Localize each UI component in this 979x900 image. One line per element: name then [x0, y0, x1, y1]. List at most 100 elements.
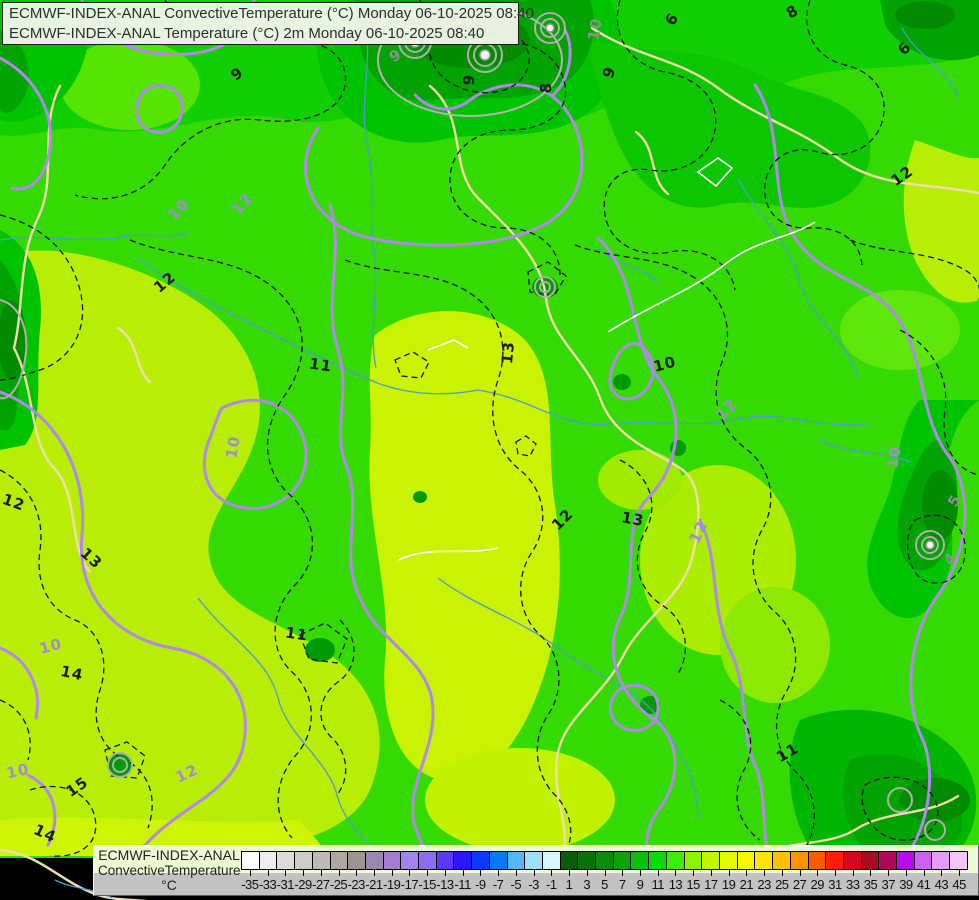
legend-color-cell: [826, 852, 844, 869]
scale-tick: [781, 870, 783, 876]
scale-tick: [409, 870, 411, 876]
scale-tick-label: 23: [757, 877, 771, 892]
scale-tick-label: -29: [294, 877, 312, 892]
legend-color-cell: [897, 852, 915, 869]
color-scale-cells: [241, 851, 968, 870]
scale-tick: [551, 870, 553, 876]
scale-tick: [728, 870, 730, 876]
legend-color-cell: [790, 852, 809, 869]
contour-label: 14: [59, 662, 85, 684]
legend-color-cell: [684, 852, 703, 869]
legend-color-cell: [861, 852, 880, 869]
title-line-2: ECMWF-INDEX-ANAL Temperature (°C) 2m Mon…: [9, 25, 485, 42]
scale-tick-label: 15: [686, 877, 700, 892]
scale-tick: [285, 870, 287, 876]
legend-color-cell: [472, 852, 490, 869]
scale-tick-label: 3: [583, 877, 591, 892]
contour-label: 10: [37, 635, 64, 658]
contour-label: 11: [284, 624, 309, 645]
scale-tick-label: 9: [636, 877, 644, 892]
contour-label: 13: [498, 340, 518, 364]
scale-tick: [604, 870, 606, 876]
contour-label: 10: [651, 353, 678, 376]
legend-color-cell: [383, 852, 402, 869]
legend-color-cell: [277, 852, 296, 869]
scale-tick: [303, 870, 305, 876]
legend-color-cell: [932, 852, 951, 869]
scale-tick-label: 35: [863, 877, 878, 892]
scale-tick-label: -3: [528, 877, 539, 892]
legend-color-cell: [365, 852, 384, 869]
scale-tick-label: -25: [329, 877, 348, 892]
scale-tick-label: 37: [881, 877, 895, 892]
scale-tick-label: 33: [846, 877, 860, 892]
scale-tick: [533, 870, 535, 876]
legend-color-cell: [773, 852, 791, 869]
scale-tick: [267, 870, 269, 876]
legend-color-cell: [666, 852, 685, 869]
scale-tick-label: -33: [258, 877, 277, 892]
contour-label: 10: [222, 434, 244, 460]
contour-label: 13: [620, 508, 646, 530]
scale-tick-label: 25: [775, 877, 789, 892]
scale-tick: [852, 870, 854, 876]
scale-tick: [799, 870, 801, 876]
legend-color-cell: [737, 852, 756, 869]
legend-color-cell: [295, 852, 313, 869]
legend-color-cell: [401, 852, 420, 869]
scale-tick: [870, 870, 872, 876]
scale-tick-label: 43: [934, 877, 949, 892]
contour-label: 8: [537, 81, 556, 94]
legend-color-cell: [755, 852, 774, 869]
scale-tick-label: 7: [618, 877, 626, 892]
scale-tick: [835, 870, 836, 876]
scale-tick: [693, 870, 695, 876]
legend-color-cell: [843, 852, 862, 869]
scale-tick-label: -11: [454, 877, 471, 892]
scale-tick-label: 17: [704, 877, 718, 892]
scale-tick: [746, 870, 748, 876]
scale-tick-label: 27: [792, 877, 807, 892]
legend-color-cell: [348, 852, 366, 869]
scale-tick-label: 29: [810, 877, 825, 892]
scale-tick-label: -17: [400, 877, 419, 892]
legend-color-cell: [507, 852, 526, 869]
scale-tick: [639, 870, 641, 876]
legend-unit: °C: [161, 877, 177, 893]
legend-color-cell: [242, 852, 260, 869]
legend-color-cell: [596, 852, 614, 869]
contour-label: 9: [460, 73, 479, 86]
border-lines: [12, 26, 979, 862]
legend-color-cell: [578, 852, 597, 869]
scale-tick: [675, 870, 677, 876]
legend: ECMWF-INDEX-ANAL ConvectiveTemperature °…: [93, 845, 979, 896]
legend-title: ECMWF-INDEX-ANAL ConvectiveTemperature °…: [98, 847, 241, 893]
title-box: ECMWF-INDEX-ANAL ConvectiveTemperature (…: [2, 2, 534, 45]
contour-label: 10: [584, 16, 606, 42]
scale-tick-label: -19: [383, 877, 401, 892]
contour-label: 11: [308, 355, 333, 376]
scale-tick-label: -21: [365, 877, 383, 892]
scale-tick: [338, 870, 340, 876]
scale-tick: [586, 870, 588, 876]
isotherm-dashed: [0, 0, 979, 859]
scale-tick: [373, 870, 375, 876]
legend-title-line1: ECMWF-INDEX-ANAL: [98, 847, 240, 863]
legend-color-cell: [560, 852, 579, 869]
contour-label: 10: [5, 760, 31, 782]
scale-tick: [941, 870, 943, 876]
legend-color-cell: [808, 852, 827, 869]
scale-tick: [444, 870, 446, 876]
white-contours: [397, 157, 816, 561]
legend-color-cell: [631, 852, 650, 869]
scale-tick: [710, 870, 712, 876]
legend-color-cell: [613, 852, 632, 869]
legend-color-cell: [649, 852, 667, 869]
scale-tick: [480, 870, 482, 876]
legend-color-cell: [436, 852, 455, 869]
scale-tick-label: 5: [601, 877, 608, 892]
scale-tick-label: 31: [828, 877, 842, 892]
scale-tick-label: 13: [668, 877, 683, 892]
